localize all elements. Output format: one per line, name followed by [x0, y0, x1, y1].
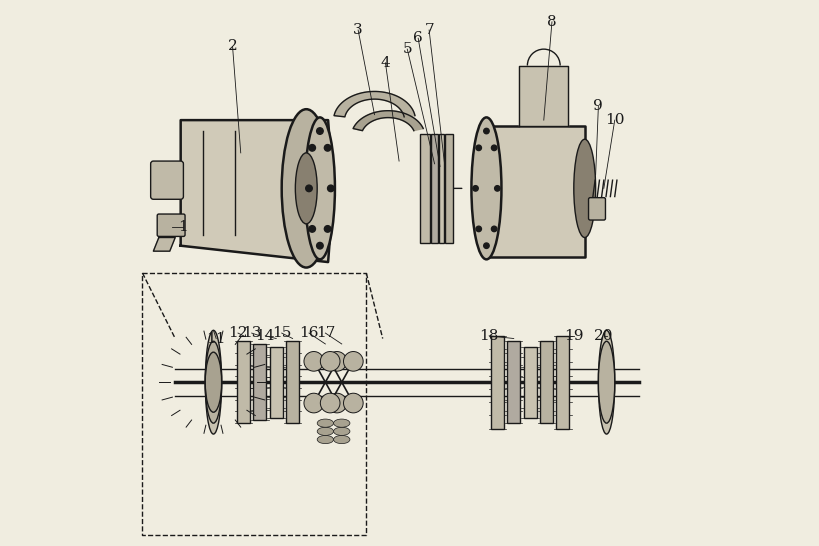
Ellipse shape	[333, 419, 350, 427]
Circle shape	[327, 393, 346, 413]
Ellipse shape	[471, 117, 501, 259]
Text: 7: 7	[423, 23, 433, 37]
Bar	[523, 347, 536, 418]
Ellipse shape	[317, 419, 333, 427]
Bar	[253, 344, 266, 420]
Bar	[430, 134, 437, 243]
Polygon shape	[333, 92, 414, 117]
Circle shape	[343, 352, 363, 371]
Bar	[445, 134, 452, 243]
Text: 15: 15	[272, 326, 291, 340]
Polygon shape	[518, 66, 568, 126]
Circle shape	[475, 226, 481, 232]
Ellipse shape	[295, 153, 317, 224]
Text: 1: 1	[179, 219, 188, 234]
Bar	[555, 336, 568, 429]
Circle shape	[324, 145, 331, 151]
Text: 13: 13	[242, 326, 261, 340]
Text: 5: 5	[402, 42, 412, 56]
Text: 6: 6	[413, 31, 423, 45]
Text: 19: 19	[563, 329, 583, 343]
Text: 10: 10	[604, 113, 624, 127]
Circle shape	[475, 145, 481, 151]
Bar	[419, 134, 429, 243]
Circle shape	[320, 352, 340, 371]
Circle shape	[304, 393, 324, 413]
Circle shape	[320, 393, 340, 413]
Bar	[507, 341, 520, 423]
Text: 8: 8	[546, 15, 556, 29]
Ellipse shape	[282, 109, 330, 268]
Bar	[286, 341, 299, 423]
Circle shape	[327, 185, 333, 192]
FancyBboxPatch shape	[151, 161, 183, 199]
Circle shape	[309, 225, 315, 232]
Circle shape	[305, 185, 312, 192]
Text: 12: 12	[228, 326, 247, 340]
Polygon shape	[180, 120, 333, 262]
Polygon shape	[353, 111, 423, 130]
Ellipse shape	[205, 352, 221, 412]
Text: 11: 11	[206, 331, 226, 346]
Bar	[491, 336, 504, 429]
Ellipse shape	[333, 436, 350, 443]
Text: 2: 2	[228, 39, 238, 54]
Circle shape	[483, 243, 489, 248]
Text: 4: 4	[380, 56, 390, 70]
Circle shape	[309, 145, 315, 151]
Bar	[438, 134, 444, 243]
Ellipse shape	[573, 139, 595, 238]
Circle shape	[343, 393, 363, 413]
Bar	[269, 347, 283, 418]
Ellipse shape	[305, 117, 334, 259]
Ellipse shape	[205, 341, 221, 423]
Polygon shape	[153, 238, 175, 251]
Text: 9: 9	[593, 99, 603, 114]
FancyBboxPatch shape	[588, 198, 604, 220]
Circle shape	[491, 145, 496, 151]
Circle shape	[304, 352, 324, 371]
Text: 14: 14	[256, 329, 274, 343]
Ellipse shape	[205, 330, 221, 434]
Circle shape	[327, 352, 346, 371]
Ellipse shape	[598, 330, 614, 434]
Circle shape	[316, 128, 323, 134]
Circle shape	[324, 225, 331, 232]
Text: 20: 20	[593, 329, 613, 343]
Ellipse shape	[317, 427, 333, 436]
Text: 3: 3	[353, 23, 363, 37]
Circle shape	[494, 186, 500, 191]
Circle shape	[473, 186, 477, 191]
Text: 16: 16	[299, 326, 319, 340]
Circle shape	[316, 242, 323, 249]
Ellipse shape	[317, 436, 333, 443]
Polygon shape	[486, 126, 584, 257]
Ellipse shape	[333, 427, 350, 436]
Text: 18: 18	[479, 329, 498, 343]
Text: 17: 17	[315, 326, 335, 340]
FancyBboxPatch shape	[157, 214, 185, 236]
Bar	[237, 341, 250, 423]
Circle shape	[483, 128, 489, 134]
Circle shape	[491, 226, 496, 232]
Bar	[539, 341, 552, 423]
Ellipse shape	[598, 341, 614, 423]
